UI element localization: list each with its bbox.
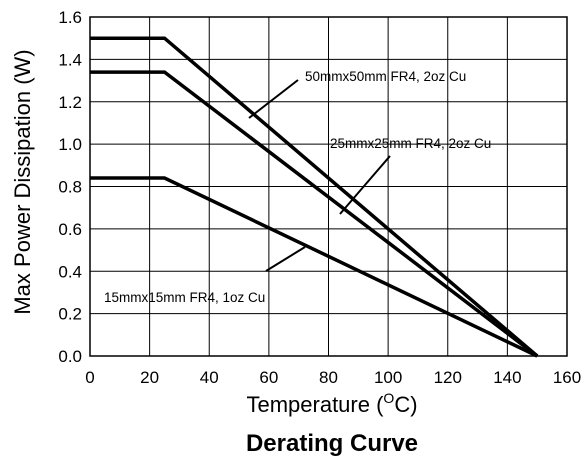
annotation-label-1: 25mmx25mm FR4, 2oz Cu bbox=[330, 136, 491, 151]
x-tick-label-3: 60 bbox=[259, 368, 278, 387]
annotation-leader-0 bbox=[248, 79, 299, 119]
y-tick-label-2: 0.4 bbox=[58, 262, 82, 281]
chart-title: Derating Curve bbox=[246, 430, 418, 457]
annotation-label-2: 15mmx15mm FR4, 1oz Cu bbox=[104, 290, 265, 305]
y-tick-label-3: 0.6 bbox=[58, 220, 82, 239]
annotation-label-0: 50mmx50mm FR4, 2oz Cu bbox=[305, 69, 466, 84]
annotation-leader-1 bbox=[339, 155, 391, 215]
x-axis-label-post: C) bbox=[394, 392, 417, 417]
grid-lines bbox=[89, 16, 568, 357]
y-axis-label: Max Power Dissipation (W) bbox=[10, 49, 35, 314]
y-tick-labels: 0.0 0.2 0.4 0.6 0.8 1.0 1.2 1.4 1.6 bbox=[58, 8, 82, 366]
series-line-2 bbox=[90, 176, 538, 358]
x-tick-label-7: 140 bbox=[493, 368, 521, 387]
x-tick-label-6: 120 bbox=[434, 368, 462, 387]
x-tick-label-5: 100 bbox=[374, 368, 402, 387]
x-tick-label-0: 0 bbox=[85, 368, 94, 387]
series-line-0 bbox=[90, 36, 539, 358]
x-tick-label-2: 40 bbox=[200, 368, 219, 387]
y-tick-label-5: 1.0 bbox=[58, 135, 82, 154]
y-tick-label-0: 0.0 bbox=[58, 347, 82, 366]
y-tick-label-8: 1.6 bbox=[58, 8, 82, 27]
series-line-1 bbox=[90, 70, 539, 358]
series-lines bbox=[90, 36, 539, 358]
y-tick-label-4: 0.8 bbox=[58, 178, 82, 197]
x-tick-label-1: 20 bbox=[140, 368, 159, 387]
y-tick-label-1: 0.2 bbox=[58, 305, 82, 324]
x-tick-labels: 0 20 40 60 80 100 120 140 160 bbox=[85, 368, 581, 387]
x-axis-label-pre: Temperature ( bbox=[246, 392, 384, 417]
annotation-leaders bbox=[248, 79, 391, 272]
annotations: 50mmx50mm FR4, 2oz Cu 25mmx25mm FR4, 2oz … bbox=[104, 69, 491, 305]
y-tick-label-6: 1.2 bbox=[58, 93, 82, 112]
annotation-leader-2 bbox=[265, 246, 306, 272]
plot-frame bbox=[89, 16, 568, 357]
x-axis-label-sup: O bbox=[383, 390, 394, 406]
x-tick-label-8: 160 bbox=[553, 368, 581, 387]
y-tick-label-7: 1.4 bbox=[58, 50, 82, 69]
x-tick-label-4: 80 bbox=[319, 368, 338, 387]
x-axis-label: Temperature (OC) bbox=[246, 390, 417, 417]
